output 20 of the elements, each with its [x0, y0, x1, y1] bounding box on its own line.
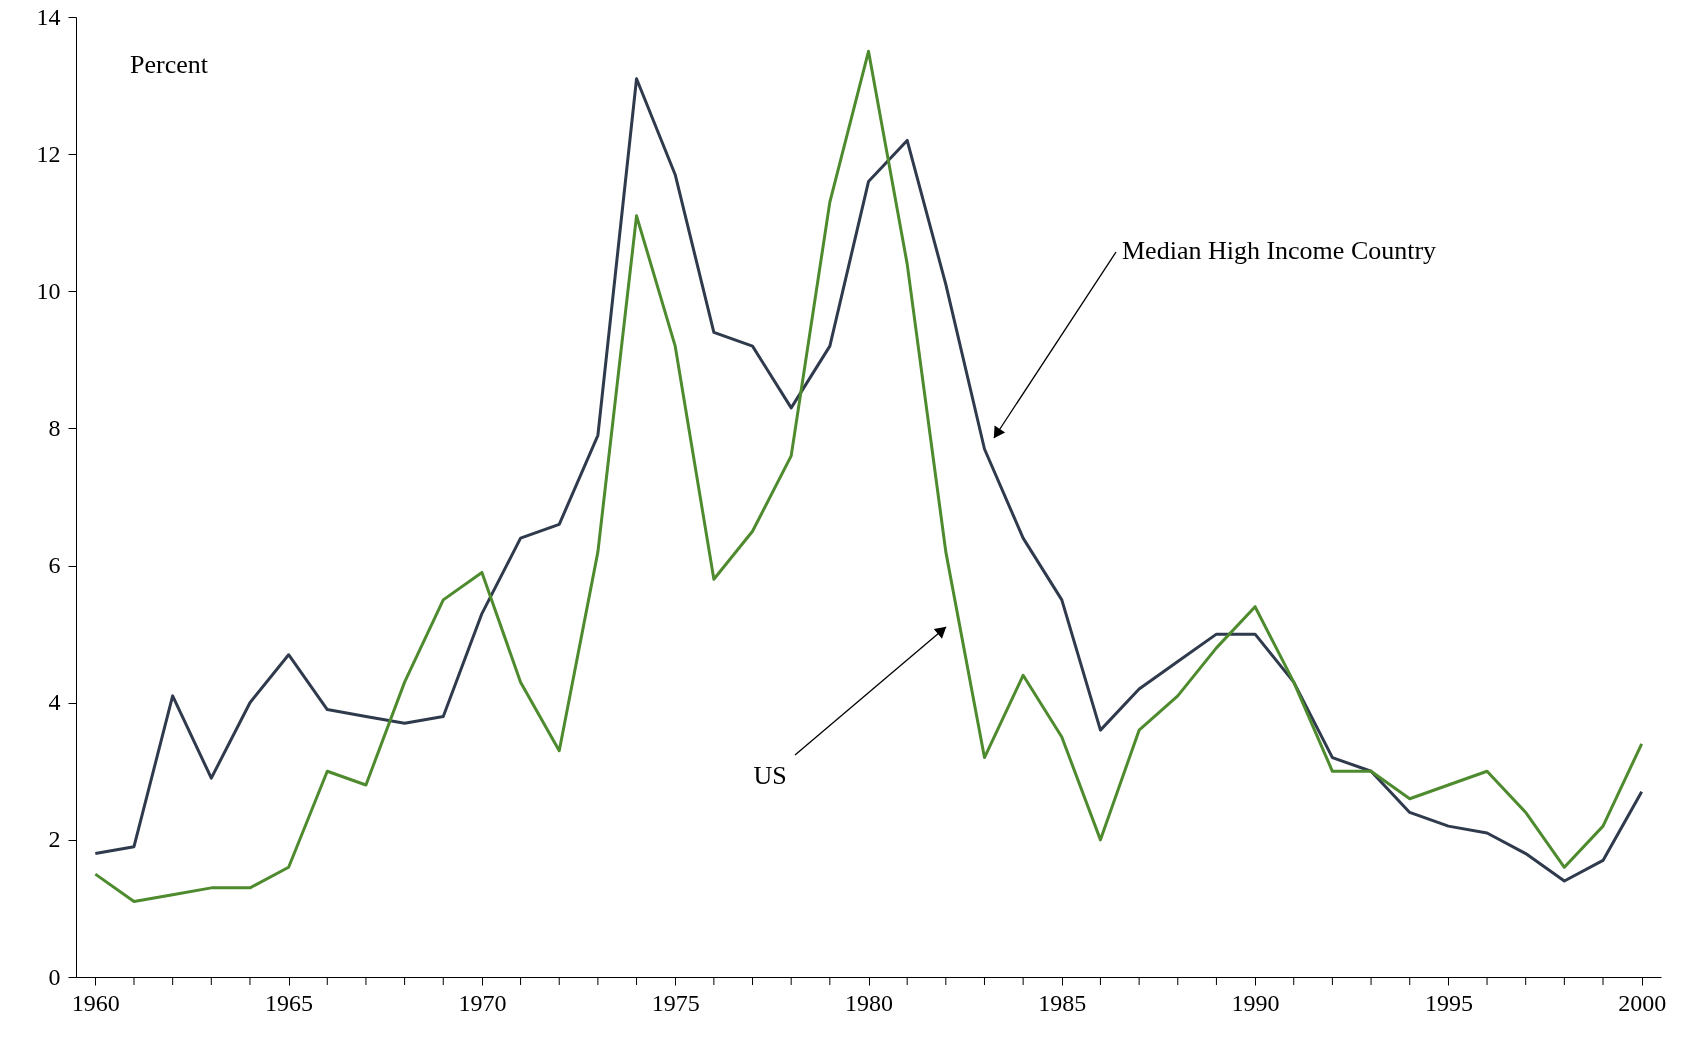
x-tick-label: 1960 [71, 989, 120, 1016]
y-tick-label: 14 [36, 3, 61, 30]
x-tick-label: 2000 [1618, 989, 1667, 1016]
x-tick-label: 1990 [1231, 989, 1280, 1016]
y-tick-label: 0 [48, 963, 61, 990]
y-tick-label: 6 [48, 552, 61, 579]
x-tick-label: 1985 [1038, 989, 1087, 1016]
y-tick-label: 12 [36, 140, 61, 167]
x-tick-label: 1970 [458, 989, 507, 1016]
x-tick-label: 1965 [265, 989, 314, 1016]
y-tick-label: 10 [36, 277, 61, 304]
y-tick-label: 2 [48, 826, 61, 853]
x-tick-label: 1980 [845, 989, 893, 1016]
y-tick-label: 4 [48, 689, 61, 716]
annotation: Percent [130, 50, 209, 79]
annotation: Median High Income Country [1122, 236, 1437, 265]
x-tick-label: 1995 [1424, 989, 1473, 1016]
annotation: US [753, 761, 787, 790]
y-tick-label: 8 [48, 414, 61, 441]
x-tick-label: 1975 [651, 989, 700, 1016]
